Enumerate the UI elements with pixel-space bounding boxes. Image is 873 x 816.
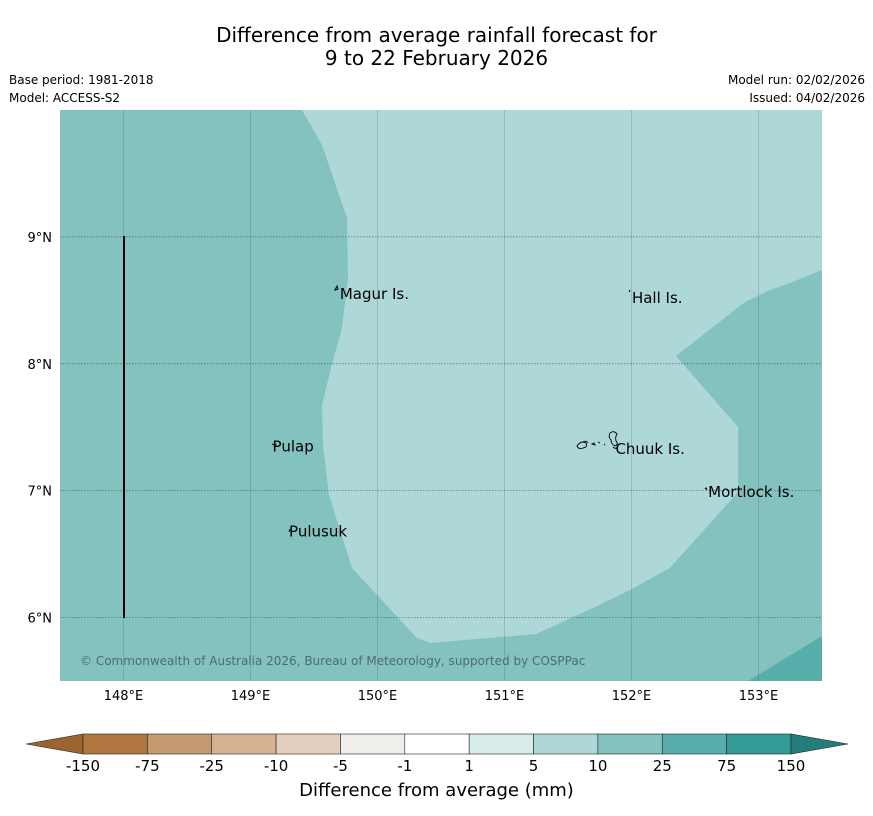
legend-tick-label: -1 [397, 757, 412, 775]
lon-tick-label: 149°E [231, 689, 271, 704]
legend-tick-label: 1 [464, 757, 474, 775]
legend-swatch [211, 733, 277, 755]
legend-tick-label: -5 [333, 757, 348, 775]
model-name: Model: ACCESS-S2 [9, 91, 121, 105]
lon-tick-label: 151°E [485, 689, 525, 704]
legend-title: Difference from average (mm) [299, 780, 574, 801]
graticule [60, 110, 822, 681]
lon-tick-label: 148°E [104, 689, 144, 704]
legend-tick-label: -75 [135, 757, 160, 775]
contour-band-1-5 [632, 108, 822, 110]
legend-swatch [468, 733, 534, 755]
legend-tick-label: -10 [264, 757, 289, 775]
legend-tick-label: 10 [588, 757, 607, 775]
legend-tick-label: 5 [529, 757, 539, 775]
place-label: Pulap [273, 437, 314, 455]
meta-left: Base period: 1981-2018 Model: ACCESS-S2 [9, 71, 154, 107]
place-label: Mortlock Is. [708, 483, 794, 501]
mortlock-island-shape [704, 487, 708, 491]
copyright-notice: © Commonwealth of Australia 2026, Bureau… [80, 654, 585, 668]
legend-high-extend-arrow [790, 733, 849, 755]
chuuk-lagoon-shape [576, 431, 618, 450]
longitude-labels: 148°E 149°E 150°E 151°E 152°E 153°E [104, 689, 779, 704]
magur-island-shape [334, 284, 339, 291]
legend-tick-label: -25 [199, 757, 224, 775]
hall-island-shape [628, 289, 631, 293]
legend-tick-label: 75 [717, 757, 736, 775]
legend-swatch [404, 733, 470, 755]
lat-tick-label: 9°N [28, 231, 53, 246]
base-period: Base period: 1981-2018 [9, 73, 154, 87]
lat-tick-label: 8°N [28, 358, 53, 373]
legend-tick-label: 150 [777, 757, 806, 775]
legend-swatch [82, 733, 148, 755]
model-run: Model run: 02/02/2026 [727, 73, 865, 87]
legend-swatch [533, 733, 599, 755]
lat-tick-label: 6°N [28, 612, 53, 627]
place-label: Magur Is. [340, 285, 409, 303]
legend-tick-label: 25 [653, 757, 672, 775]
legend-tick-label: -150 [66, 757, 100, 775]
map-area [60, 108, 822, 681]
legend-swatch [340, 733, 406, 755]
legend-swatch [661, 733, 727, 755]
legend-swatch [275, 733, 341, 755]
legend-low-extend-arrow [25, 733, 84, 755]
chart-title-line-1: Difference from average rainfall forecas… [216, 23, 657, 47]
lat-tick-label: 7°N [28, 485, 53, 500]
lon-tick-label: 152°E [612, 689, 652, 704]
pulusuk-island-shape [288, 528, 291, 533]
legend-swatch [726, 733, 792, 755]
latitude-labels: 9°N 8°N 7°N 6°N [28, 231, 53, 627]
contour-band-5-10 [302, 110, 822, 643]
place-labels: Magur Is. Hall Is. Pulap Chuuk Is. Mortlock … [273, 285, 795, 540]
legend-swatch [597, 733, 663, 755]
legend-swatch [147, 733, 213, 755]
pulap-island-shape [271, 443, 277, 448]
place-label: Hall Is. [632, 289, 683, 307]
issued-date: Issued: 04/02/2026 [749, 91, 865, 105]
island-outlines [271, 284, 708, 533]
place-label: Chuuk Is. [615, 440, 684, 458]
lon-tick-label: 150°E [358, 689, 398, 704]
meta-right: Model run: 02/02/2026 Issued: 04/02/2026 [728, 71, 865, 107]
chart-title-line-2: 9 to 22 February 2026 [324, 46, 549, 70]
colour-legend: -150 -75 -25 -10 -5 -1 1 5 10 25 75 150 [25, 733, 849, 775]
lon-tick-label: 153°E [739, 689, 779, 704]
contour-band-25-75 [748, 636, 822, 681]
place-label: Pulusuk [289, 522, 347, 540]
